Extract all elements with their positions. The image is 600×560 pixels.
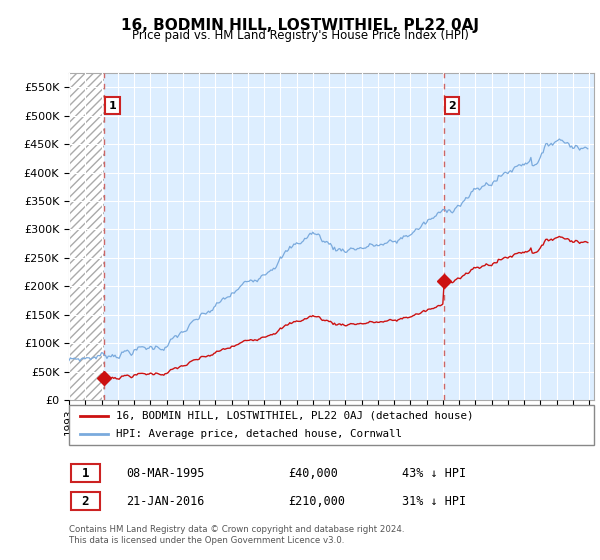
Text: 1: 1 — [82, 466, 89, 480]
FancyBboxPatch shape — [71, 464, 100, 482]
Text: 2: 2 — [82, 494, 89, 508]
Text: 43% ↓ HPI: 43% ↓ HPI — [402, 466, 466, 480]
Text: HPI: Average price, detached house, Cornwall: HPI: Average price, detached house, Corn… — [116, 430, 402, 439]
Text: 16, BODMIN HILL, LOSTWITHIEL, PL22 0AJ (detached house): 16, BODMIN HILL, LOSTWITHIEL, PL22 0AJ (… — [116, 411, 474, 421]
Text: 16, BODMIN HILL, LOSTWITHIEL, PL22 0AJ: 16, BODMIN HILL, LOSTWITHIEL, PL22 0AJ — [121, 18, 479, 33]
Text: 21-JAN-2016: 21-JAN-2016 — [126, 494, 205, 508]
Text: 1: 1 — [109, 101, 116, 110]
Text: £210,000: £210,000 — [288, 494, 345, 508]
FancyBboxPatch shape — [69, 405, 594, 445]
Text: £40,000: £40,000 — [288, 466, 338, 480]
Text: 31% ↓ HPI: 31% ↓ HPI — [402, 494, 466, 508]
Text: Price paid vs. HM Land Registry's House Price Index (HPI): Price paid vs. HM Land Registry's House … — [131, 29, 469, 42]
Text: 08-MAR-1995: 08-MAR-1995 — [126, 466, 205, 480]
Text: Contains HM Land Registry data © Crown copyright and database right 2024.
This d: Contains HM Land Registry data © Crown c… — [69, 525, 404, 545]
Text: 2: 2 — [448, 101, 455, 110]
FancyBboxPatch shape — [71, 492, 100, 510]
